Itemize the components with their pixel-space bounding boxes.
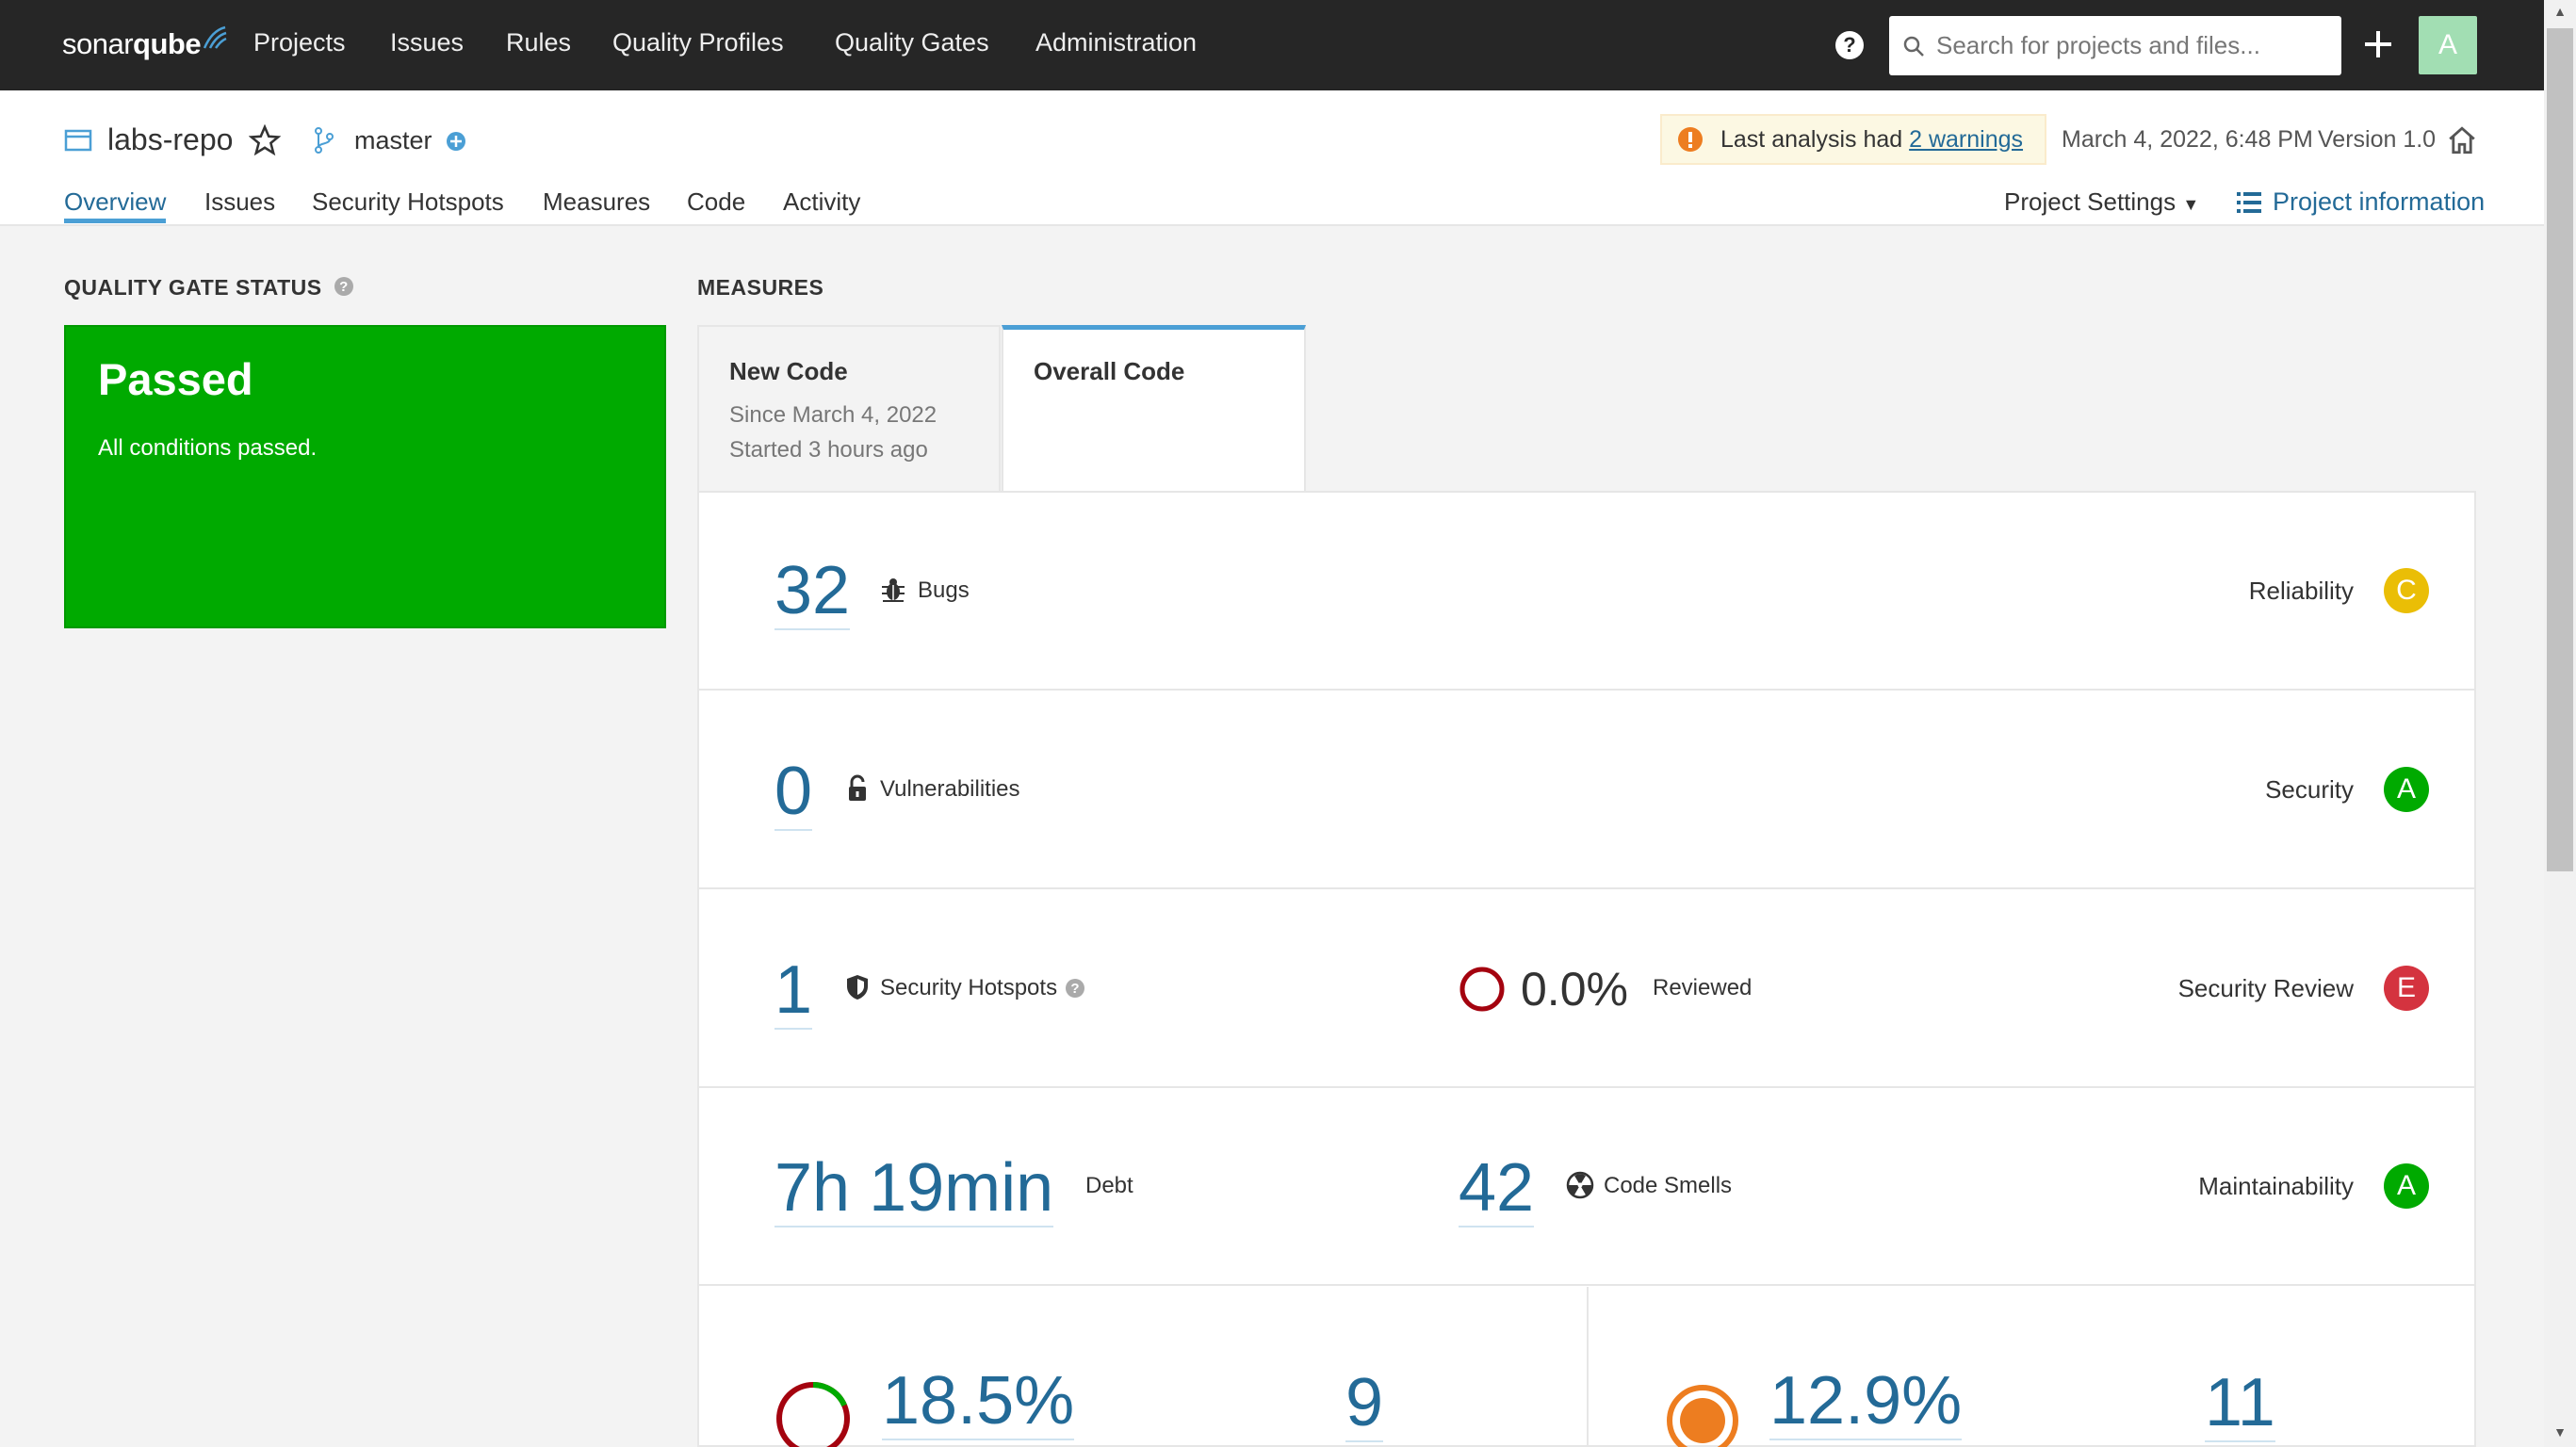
code-smells-count[interactable]: 42 [1459, 1150, 1535, 1228]
new-code-title: New Code [729, 357, 848, 385]
analysis-warning-banner: Last analysis had 2 warnings [1660, 114, 2046, 165]
scrollbar-thumb[interactable] [2547, 28, 2573, 871]
coverage-duplications-divider [1587, 1287, 1589, 1447]
project-information-link[interactable]: Project information [2273, 187, 2486, 216]
duplications-icon [1667, 1385, 1738, 1447]
debt-label: Debt [1085, 1173, 1133, 1198]
nav-quality-gates[interactable]: Quality Gates [835, 28, 989, 57]
nav-issues[interactable]: Issues [390, 28, 465, 57]
quality-gate-title: QUALITY GATE STATUS ? [64, 275, 354, 301]
maintainability-row: 7h 19min Debt 42 Code Smells Maintainabi… [699, 1088, 2474, 1286]
debt-value[interactable]: 7h 19min [774, 1150, 1054, 1228]
tab-activity[interactable]: Activity [783, 187, 861, 216]
quality-gate-status: Passed [98, 354, 253, 404]
scroll-down-arrow-icon[interactable]: ▼ [2553, 1424, 2567, 1439]
branch-selector[interactable]: master [354, 126, 432, 154]
active-tab-indicator [64, 219, 166, 223]
overall-code-title: Overall Code [1034, 357, 1185, 385]
maintainability-rating[interactable]: A [2384, 1163, 2429, 1209]
warning-icon [1678, 127, 1703, 152]
warning-text: Last analysis had [1720, 125, 1910, 153]
measures-card: 32 Bugs Reliability C 0 Vulnerabilities … [697, 491, 2476, 1447]
top-navigation-bar: sonarqube Projects Issues Rules Quality … [0, 0, 2544, 90]
coverage-lines-count[interactable]: 9 [1345, 1365, 1384, 1442]
svg-text:?: ? [1070, 981, 1079, 997]
nav-quality-profiles[interactable]: Quality Profiles [612, 28, 784, 57]
warnings-link[interactable]: 2 warnings [1909, 125, 2024, 153]
add-branch-info-icon[interactable] [445, 130, 467, 153]
global-search[interactable] [1889, 16, 2341, 75]
svg-text:?: ? [340, 279, 350, 295]
bugs-row: 32 Bugs Reliability C [699, 493, 2474, 691]
nav-projects[interactable]: Projects [253, 28, 346, 57]
reliability-label: Reliability [2248, 577, 2354, 605]
code-smells-label: Code Smells [1604, 1173, 1733, 1198]
reliability-rating[interactable]: C [2384, 568, 2429, 613]
security-hotspots-row: 1 Security Hotspots ? 0.0% Reviewed Secu… [699, 890, 2474, 1088]
sonarqube-logo[interactable]: sonarqube [62, 21, 227, 68]
scroll-up-arrow-icon[interactable]: ▲ [2553, 4, 2567, 19]
bugs-count[interactable]: 32 [774, 553, 851, 630]
quality-gate-status-card: Passed All conditions passed. [64, 325, 666, 628]
search-input[interactable] [1936, 31, 2313, 60]
duplicated-blocks-count[interactable]: 11 [2205, 1365, 2275, 1442]
project-settings-dropdown[interactable]: Project Settings ▼ [2004, 187, 2200, 216]
project-header: labs-repo master Last analysis had 2 war… [0, 90, 2544, 226]
hotspots-reviewed-value[interactable]: 0.0% [1521, 963, 1628, 1016]
quality-gate-description: All conditions passed. [98, 435, 318, 461]
bugs-label: Bugs [918, 577, 970, 603]
analysis-date: March 4, 2022, 6:48 PM [2062, 126, 2313, 153]
tab-security-hotspots[interactable]: Security Hotspots [312, 187, 504, 216]
favorite-star-icon[interactable] [249, 124, 281, 156]
branch-icon [315, 127, 334, 154]
shield-icon [847, 975, 868, 1000]
hotspots-label: Security Hotspots [880, 975, 1058, 1000]
hotspots-help-icon[interactable]: ? [1065, 978, 1085, 999]
lock-icon [849, 774, 866, 801]
new-code-since: Since March 4, 2022 [729, 402, 937, 428]
new-code-started: Started 3 hours ago [729, 437, 928, 463]
hotspots-reviewed-label: Reviewed [1653, 975, 1753, 1000]
tab-overview[interactable]: Overview [64, 187, 167, 216]
maintainability-label: Maintainability [2198, 1172, 2354, 1200]
list-icon [2237, 192, 2261, 213]
help-icon[interactable]: ? [1835, 31, 1864, 59]
vulnerabilities-row: 0 Vulnerabilities Security A [699, 691, 2474, 889]
tab-issues[interactable]: Issues [204, 187, 276, 216]
project-icon [64, 129, 92, 152]
coverage-donut-icon [776, 1382, 850, 1447]
hotspots-count[interactable]: 1 [774, 952, 813, 1030]
hotspots-reviewed-donut-icon [1459, 967, 1505, 1012]
code-smell-icon [1566, 1171, 1594, 1199]
bug-icon [882, 578, 905, 602]
security-review-label: Security Review [2177, 974, 2354, 1002]
nav-administration[interactable]: Administration [1035, 28, 1198, 57]
security-rating[interactable]: A [2384, 767, 2429, 812]
vulnerabilities-count[interactable]: 0 [774, 754, 813, 831]
help-tooltip-icon[interactable]: ? [334, 276, 354, 297]
chevron-down-icon: ▼ [2182, 195, 2200, 214]
tab-measures[interactable]: Measures [543, 187, 651, 216]
vulnerabilities-label: Vulnerabilities [880, 776, 1020, 802]
coverage-value[interactable]: 18.5% [882, 1363, 1075, 1440]
tab-new-code[interactable]: New Code Since March 4, 2022 Started 3 h… [697, 325, 1001, 492]
duplications-value[interactable]: 12.9% [1769, 1363, 1963, 1440]
measures-title: MEASURES [697, 275, 824, 300]
nav-rules[interactable]: Rules [506, 28, 572, 57]
logo-waves-icon [203, 25, 227, 49]
project-version: Version 1.0 [2318, 126, 2437, 153]
project-name-link[interactable]: labs-repo [107, 122, 234, 156]
tab-code[interactable]: Code [687, 187, 746, 216]
tab-overall-code[interactable]: Overall Code [1002, 325, 1306, 493]
user-avatar[interactable]: A [2419, 16, 2477, 74]
home-icon[interactable] [2446, 124, 2478, 156]
security-label: Security [2265, 775, 2354, 804]
create-plus-icon[interactable] [2361, 27, 2395, 61]
search-icon [1903, 36, 1924, 57]
security-review-rating[interactable]: E [2384, 966, 2429, 1011]
